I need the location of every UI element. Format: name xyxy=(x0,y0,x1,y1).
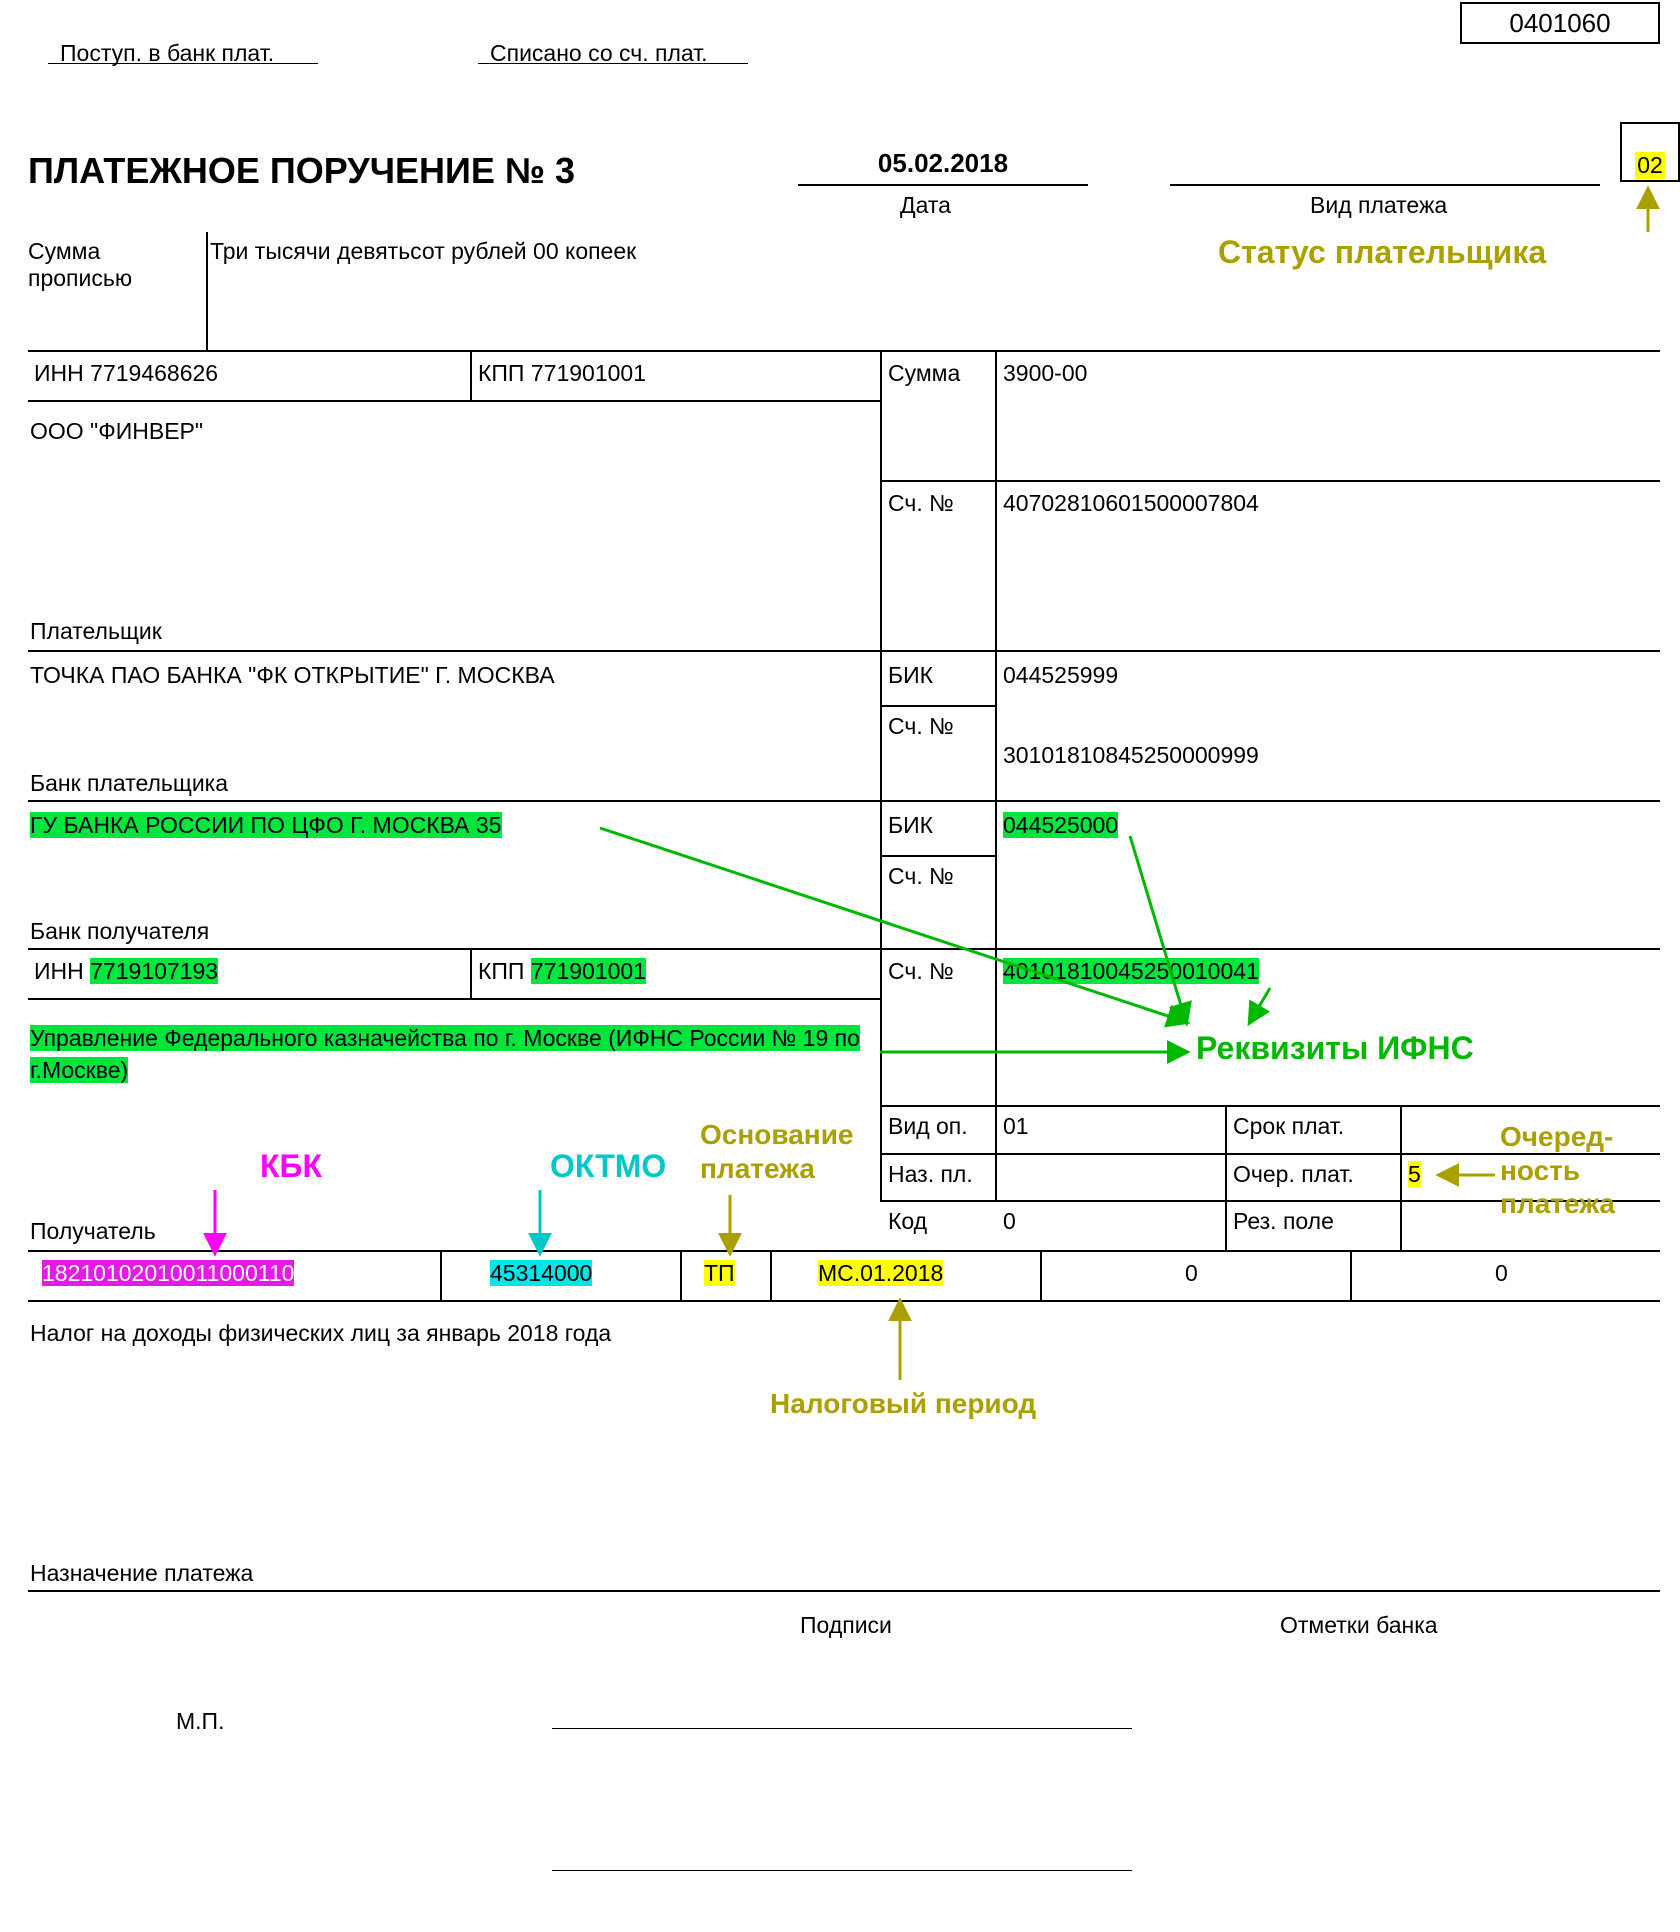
anno-kbk: КБК xyxy=(260,1148,322,1185)
sum-label: Сумма xyxy=(888,360,960,387)
ocher-label: Очер. плат. xyxy=(1233,1161,1354,1188)
doc-title: ПЛАТЕЖНОЕ ПОРУЧЕНИЕ № 3 xyxy=(28,150,575,192)
payee-bank-label: Банк получателя xyxy=(30,918,209,945)
payee-inn: ИНН 7719107193 xyxy=(34,958,218,985)
payee-bank-name: ГУ БАНКА РОССИИ ПО ЦФО Г. МОСКВА 35 xyxy=(30,812,502,839)
date-label: Дата xyxy=(900,192,951,219)
tax-kbk: 18210102010011000110 xyxy=(42,1260,294,1287)
doc-number: 3 xyxy=(555,150,575,191)
tax-period: МС.01.2018 xyxy=(818,1260,943,1287)
payee-label: Получатель xyxy=(30,1218,156,1245)
payer-bank-label: Банк плательщика xyxy=(30,770,228,797)
vidop-value: 01 xyxy=(1003,1113,1029,1140)
doc-date: 05.02.2018 xyxy=(798,148,1088,186)
tax-col5: 0 xyxy=(1185,1260,1198,1287)
amount-words-label: Суммапрописью xyxy=(28,238,132,292)
payee-bank-bik-label: БИК xyxy=(888,812,933,839)
payer-kpp: КПП 771901001 xyxy=(478,360,646,387)
tax-oktmo: 45314000 xyxy=(490,1260,592,1287)
status-code-box: 02 xyxy=(1620,122,1680,182)
payer-inn: ИНН 7719468626 xyxy=(34,360,218,387)
kod-label: Код xyxy=(888,1208,927,1235)
anno-status: Статус плательщика xyxy=(1218,234,1546,271)
ocher-value: 5 xyxy=(1408,1161,1421,1188)
purpose-label: Назначение платежа xyxy=(30,1560,253,1587)
nazpl-label: Наз. пл. xyxy=(888,1161,973,1188)
vidop-label: Вид оп. xyxy=(888,1113,968,1140)
title-prefix: ПЛАТЕЖНОЕ ПОРУЧЕНИЕ № xyxy=(28,150,555,191)
payer-label: Плательщик xyxy=(30,618,162,645)
kod-value: 0 xyxy=(1003,1208,1016,1235)
sum-value: 3900-00 xyxy=(1003,360,1087,387)
payee-acc: 40101810045250010041 xyxy=(1003,958,1259,985)
payment-type-label: Вид платежа xyxy=(1310,192,1447,219)
payee-name: Управление Федерального казначейства по … xyxy=(30,1022,860,1086)
payee-kpp: КПП 771901001 xyxy=(478,958,646,985)
anno-period: Налоговый период xyxy=(770,1388,1036,1420)
payer-bank-name: ТОЧКА ПАО БАНКА "ФК ОТКРЫТИЕ" Г. МОСКВА xyxy=(30,662,555,689)
payee-acc-label: Сч. № xyxy=(888,958,954,985)
anno-oktmo: ОКТМО xyxy=(550,1148,666,1185)
tax-osn: ТП xyxy=(704,1260,735,1287)
status-code: 02 xyxy=(1635,152,1665,179)
arrows-overlay xyxy=(0,0,1680,1932)
payer-bank-bik-label: БИК xyxy=(888,662,933,689)
writtenoff-label: Списано со сч. плат. xyxy=(490,40,708,67)
payer-bank-bik: 044525999 xyxy=(1003,662,1118,689)
purpose-text: Налог на доходы физических лиц за январь… xyxy=(30,1320,611,1347)
payer-bank-acc-label: Сч. № xyxy=(888,713,954,740)
bank-marks-label: Отметки банка xyxy=(1280,1612,1438,1639)
form-code-box: 0401060 xyxy=(1460,2,1660,44)
payment-type-line xyxy=(1170,148,1600,186)
payer-name: ООО "ФИНВЕР" xyxy=(30,418,203,445)
anno-ocher: Очеред-ностьплатежа xyxy=(1500,1120,1615,1221)
payer-acc-value: 40702810601500007804 xyxy=(1003,490,1259,517)
mp-label: М.П. xyxy=(176,1708,224,1735)
payee-bank-acc-label: Сч. № xyxy=(888,863,954,890)
tax-col6: 0 xyxy=(1495,1260,1508,1287)
payee-bank-bik: 044525000 xyxy=(1003,812,1118,839)
rez-label: Рез. поле xyxy=(1233,1208,1334,1235)
received-label: Поступ. в банк плат. xyxy=(60,40,274,67)
anno-osn: Основаниеплатежа xyxy=(700,1118,853,1185)
anno-rekv: Реквизиты ИФНС xyxy=(1196,1030,1474,1067)
signatures-label: Подписи xyxy=(800,1612,892,1639)
payer-acc-label: Сч. № xyxy=(888,490,954,517)
srok-label: Срок плат. xyxy=(1233,1113,1344,1140)
payer-bank-acc: 30101810845250000999 xyxy=(1003,742,1259,769)
